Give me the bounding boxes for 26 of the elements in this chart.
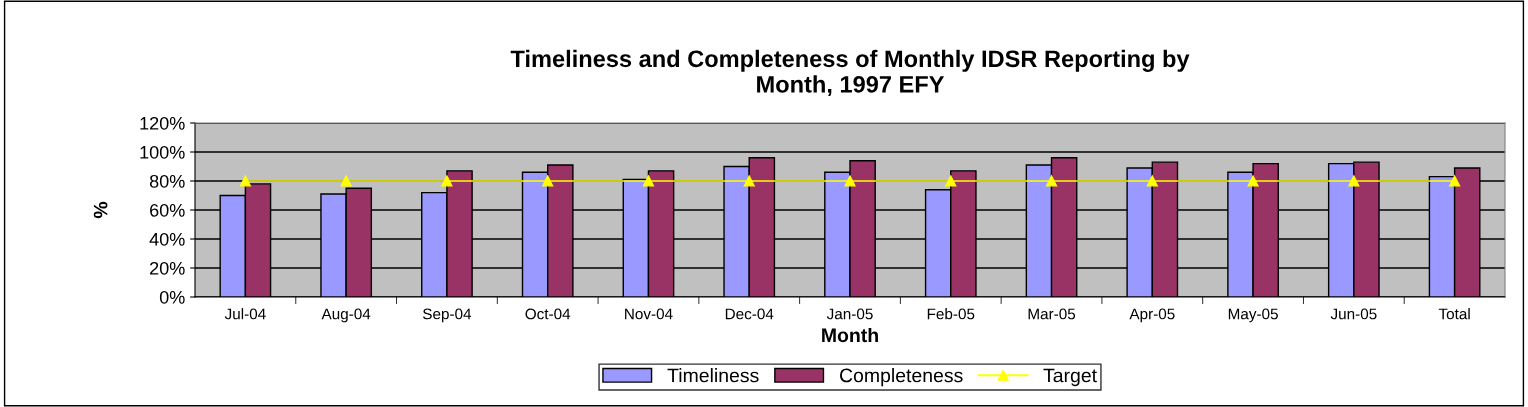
x-tick-label: Feb-05 <box>927 308 975 320</box>
legend-label: Timeliness <box>667 368 759 383</box>
legend-label: Target <box>1043 368 1097 387</box>
y-tick-label: 80% <box>149 174 185 188</box>
x-tick-label: Oct-04 <box>525 308 571 320</box>
x-tick-label: Total <box>1438 308 1470 320</box>
x-axis-title: Month <box>822 327 878 343</box>
y-tick-label: 40% <box>149 232 185 246</box>
x-tick-label: Jul-04 <box>224 308 266 320</box>
x-tick-label: May-05 <box>1228 308 1278 323</box>
x-tick-label: Mar-05 <box>1028 308 1076 320</box>
x-tick-label: Sep-04 <box>422 308 472 323</box>
y-tick-label: 60% <box>150 203 185 217</box>
x-tick-label: Apr-05 <box>1129 308 1175 323</box>
x-tick-label: Jan-05 <box>826 308 873 320</box>
y-tick-label: 120% <box>140 116 185 130</box>
x-tick-label: Aug-04 <box>321 308 371 323</box>
x-tick-label: Jun-05 <box>1330 308 1377 320</box>
x-tick-label: Dec-04 <box>725 308 774 320</box>
x-tick-label: Nov-04 <box>625 308 673 320</box>
y-tick-label: 20% <box>150 261 185 275</box>
y-axis-title: % <box>93 201 108 219</box>
y-tick-label: 100% <box>140 145 185 159</box>
chart-title: Timeliness and Completeness of Monthly IDSR Reporting by Month, 1997 EFY <box>510 49 1190 97</box>
legend-label: Completeness <box>840 368 963 387</box>
y-tick-label: 0% <box>159 290 185 304</box>
